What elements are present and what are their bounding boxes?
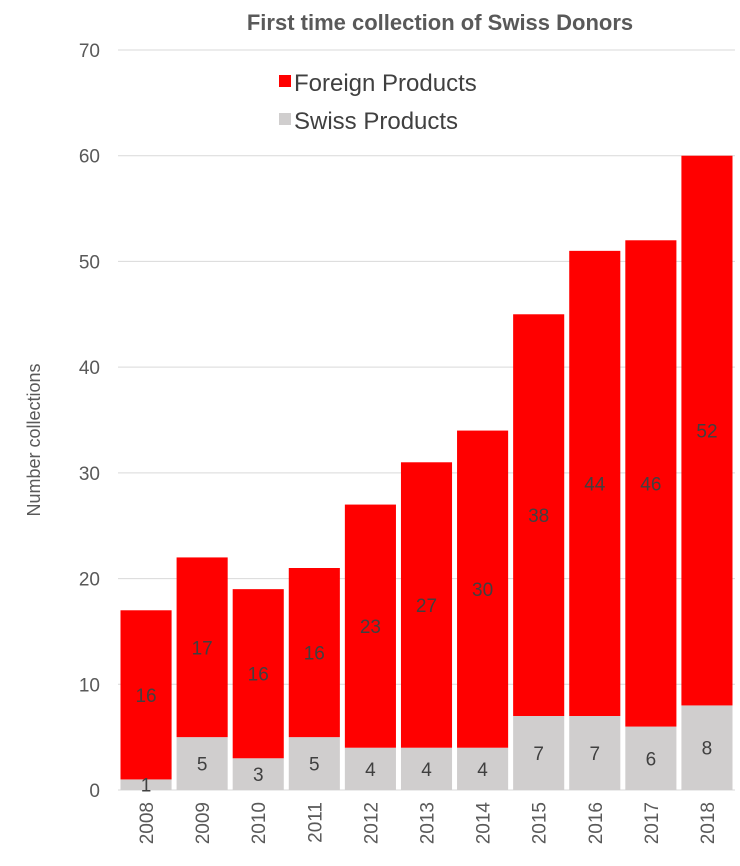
y-tick-label: 20 <box>79 570 100 591</box>
bar-foreign-products <box>625 240 677 727</box>
x-tick-label: 2012 <box>361 802 382 844</box>
data-label-swiss: 7 <box>533 744 544 765</box>
y-axis-ticks: 0 10 20 30 40 50 60 70 <box>79 41 100 802</box>
bar-foreign-products <box>176 557 228 738</box>
data-label-swiss: 4 <box>421 760 432 781</box>
bar-swiss-products <box>232 758 284 790</box>
data-label-swiss: 5 <box>309 755 320 776</box>
y-tick-label: 0 <box>89 781 100 802</box>
legend-swatch <box>279 75 291 87</box>
x-tick-label: 2013 <box>418 802 439 844</box>
data-label-foreign: 23 <box>360 617 381 638</box>
bar-foreign-products <box>513 314 565 716</box>
x-tick-label: 2015 <box>530 802 551 844</box>
bar-swiss-products <box>288 737 340 790</box>
bar-swiss-products <box>176 737 228 790</box>
data-label-foreign: 30 <box>472 580 493 601</box>
data-label-foreign: 44 <box>584 474 606 495</box>
bar-swiss-products <box>625 726 677 790</box>
y-tick-label: 30 <box>79 464 100 485</box>
x-tick-label: 2018 <box>698 802 719 844</box>
y-tick-label: 60 <box>79 147 100 168</box>
legend-swatch <box>279 113 291 125</box>
y-tick-label: 10 <box>79 675 100 696</box>
x-tick-label: 2016 <box>586 802 607 844</box>
x-tick-label: 2008 <box>137 802 158 844</box>
data-label-swiss: 6 <box>646 749 657 770</box>
data-label-foreign: 16 <box>135 686 156 707</box>
bars <box>120 155 733 790</box>
bar-foreign-products <box>232 589 284 759</box>
data-label-foreign: 38 <box>528 506 549 527</box>
data-label-foreign: 16 <box>304 644 325 665</box>
bar-foreign-products <box>120 610 172 780</box>
x-tick-label: 2009 <box>193 802 214 844</box>
data-label-swiss: 4 <box>365 760 376 781</box>
bar-swiss-products <box>569 716 621 790</box>
bar-foreign-products <box>681 155 733 706</box>
bar-foreign-products <box>400 462 453 748</box>
x-tick-label: 2010 <box>249 802 270 844</box>
data-labels: 1 16 5 17 3 16 5 16 4 23 4 27 4 30 7 38 7 44 6 46 8 52 <box>135 422 717 797</box>
data-label-foreign: 17 <box>192 638 213 659</box>
data-label-swiss: 8 <box>702 739 713 760</box>
data-label-foreign: 16 <box>248 665 269 686</box>
y-tick-label: 50 <box>79 252 100 273</box>
bar-swiss-products <box>120 779 172 790</box>
x-axis-ticks: 2008 2009 2010 2011 2012 2013 2014 2015 2016 2017… <box>137 802 719 845</box>
x-tick-label: 2011 <box>305 802 326 843</box>
y-tick-label: 70 <box>79 41 100 62</box>
bar-swiss-products <box>681 705 733 790</box>
bar-foreign-products <box>569 250 621 716</box>
data-label-foreign: 52 <box>696 422 717 443</box>
bar-swiss-products <box>457 747 509 790</box>
bar-swiss-products <box>400 747 453 790</box>
bar-swiss-products <box>344 747 396 790</box>
legend: Foreign Products Swiss Products <box>279 70 477 135</box>
data-label-swiss: 4 <box>477 760 488 781</box>
data-label-foreign: 27 <box>416 596 437 617</box>
data-label-swiss: 7 <box>589 744 600 765</box>
bar-foreign-products <box>344 504 396 748</box>
bar-foreign-products <box>288 568 340 738</box>
legend-label: Foreign Products <box>294 70 477 97</box>
bar-swiss-products <box>513 716 565 790</box>
x-tick-label: 2014 <box>474 802 495 845</box>
data-label-swiss: 3 <box>253 765 264 786</box>
bar-foreign-products <box>457 430 509 748</box>
legend-label: Swiss Products <box>294 108 458 135</box>
data-label-swiss: 5 <box>197 755 208 776</box>
data-label-foreign: 46 <box>640 474 661 495</box>
chart-title: First time collection of Swiss Donors <box>247 10 633 35</box>
x-tick-label: 2017 <box>642 802 663 844</box>
y-axis-label: Number collections <box>24 363 44 516</box>
y-tick-label: 40 <box>79 358 100 379</box>
data-label-swiss: 1 <box>141 776 152 797</box>
